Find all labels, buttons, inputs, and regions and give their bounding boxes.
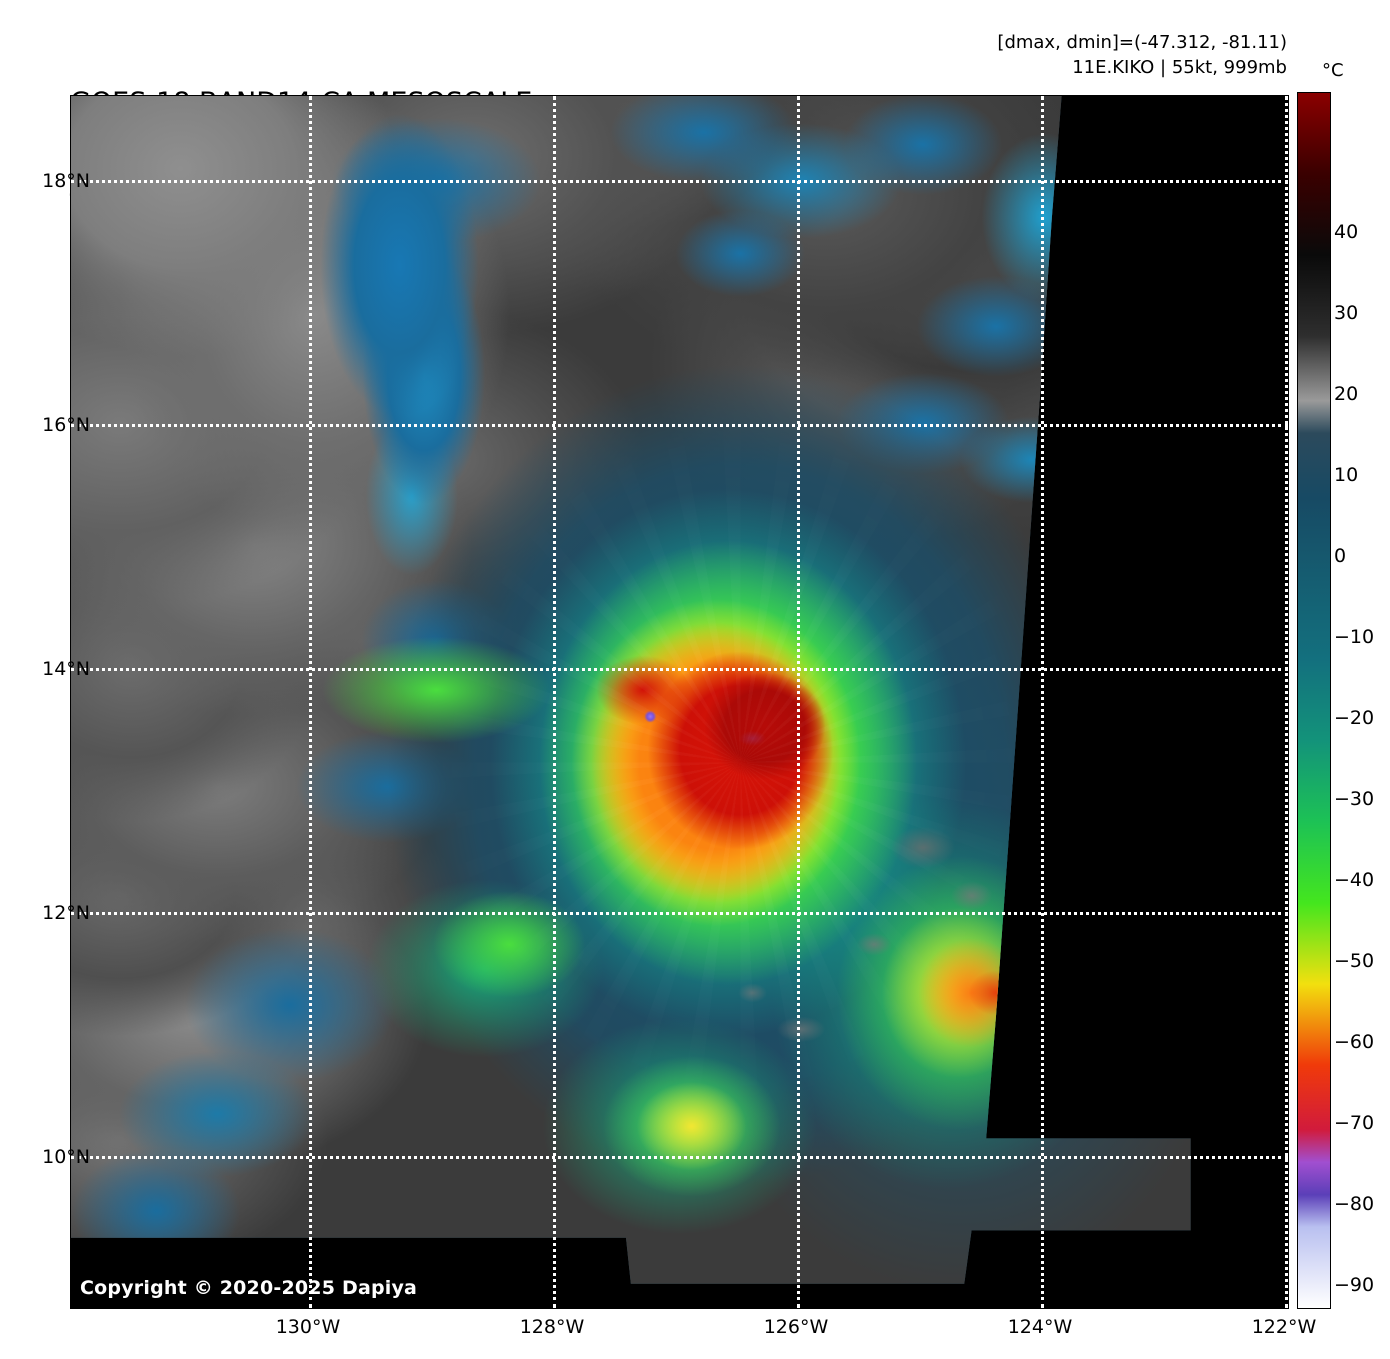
colorbar-tick-n80: −80: [1334, 1193, 1375, 1215]
dmax-dmin-label: [dmax, dmin]=(-47.312, -81.11): [997, 32, 1287, 53]
colorbar-tick-n90: −90: [1334, 1274, 1375, 1296]
lat-label-18n: 18°N: [42, 170, 90, 192]
colorbar-gradient: [1298, 93, 1330, 1308]
gridline-lon-124: [1041, 96, 1044, 1308]
satellite-image-plot: [70, 95, 1289, 1309]
colorbar-tick-n10: −10: [1334, 626, 1375, 648]
overshooting-top-layer: [71, 96, 1191, 1284]
colorbar-tick-30: 30: [1334, 302, 1359, 324]
copyright-label: Copyright © 2020-2025 Dapiya: [80, 1277, 418, 1299]
gridline-lon-128: [553, 96, 556, 1308]
lon-label-126w: 126°W: [763, 1316, 829, 1338]
plot-inner: [71, 96, 1288, 1308]
lat-label-10n: 10°N: [42, 1146, 90, 1168]
gridline-lat-10: [71, 1156, 1288, 1159]
gridline-lat-18: [71, 180, 1288, 183]
colorbar-tick-n60: −60: [1334, 1031, 1375, 1053]
lat-label-12n: 12°N: [42, 902, 90, 924]
satellite-data-swath: [71, 96, 1191, 1284]
colorbar: [1297, 92, 1331, 1309]
colorbar-tick-n30: −30: [1334, 788, 1375, 810]
metadata-block: [dmax, dmin]=(-47.312, -81.11) 11E.KIKO …: [997, 30, 1287, 80]
gridline-lat-12: [71, 912, 1288, 915]
gridline-lat-14: [71, 668, 1288, 671]
lon-label-124w: 124°W: [1007, 1316, 1073, 1338]
lon-label-122w: 122°W: [1251, 1316, 1317, 1338]
colorbar-tick-n40: −40: [1334, 869, 1375, 891]
lat-label-16n: 16°N: [42, 414, 90, 436]
gridline-lat-16: [71, 424, 1288, 427]
colorbar-tick-n20: −20: [1334, 707, 1375, 729]
lon-label-128w: 128°W: [519, 1316, 585, 1338]
gridline-lon-122: [1285, 96, 1288, 1308]
lat-label-14n: 14°N: [42, 658, 90, 680]
colorbar-tick-n50: −50: [1334, 950, 1375, 972]
lon-label-130w: 130°W: [275, 1316, 341, 1338]
colorbar-tick-10: 10: [1334, 464, 1359, 486]
gridline-lon-130: [309, 96, 312, 1308]
colorbar-tick-n70: −70: [1334, 1112, 1375, 1134]
colorbar-tick-20: 20: [1334, 383, 1359, 405]
colorbar-tick-0: 0: [1334, 545, 1347, 567]
storm-info-label: 11E.KIKO | 55kt, 999mb: [1072, 57, 1287, 78]
colorbar-unit-label: °C: [1322, 60, 1344, 81]
colorbar-tick-40: 40: [1334, 221, 1359, 243]
gridline-lon-126: [797, 96, 800, 1308]
